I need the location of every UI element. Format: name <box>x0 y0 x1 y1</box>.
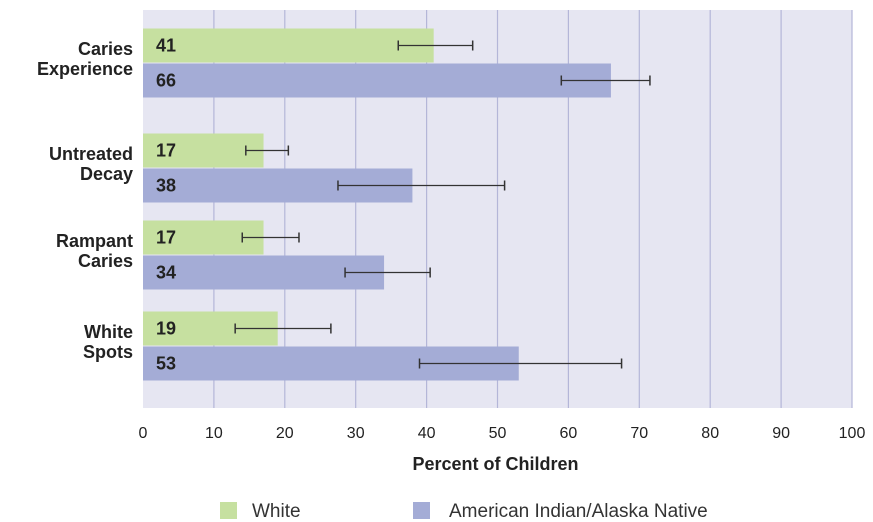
value-label-aian-0: 66 <box>156 71 176 91</box>
x-tick-label-40: 40 <box>418 425 436 442</box>
value-labels: 41 17 17 19 66 38 34 53 <box>156 36 176 374</box>
bar-aian-0 <box>143 63 611 98</box>
category-label-3-line-0: White <box>84 322 133 342</box>
category-label-2-line-1: Caries <box>78 251 133 271</box>
x-tick-label-20: 20 <box>276 425 294 442</box>
error-bar-aian-1 <box>337 180 506 191</box>
value-label-aian-2: 34 <box>156 263 176 283</box>
error-bar-aian-0 <box>560 75 651 86</box>
value-label-white-1: 17 <box>156 141 176 161</box>
error-bars <box>234 40 651 369</box>
x-tick-label-90: 90 <box>772 425 790 442</box>
x-tick-label-30: 30 <box>347 425 365 442</box>
bar-white-1 <box>143 133 264 168</box>
x-tick-label-80: 80 <box>701 425 719 442</box>
error-bar-white-0 <box>397 40 474 51</box>
x-tick-label-10: 10 <box>205 425 223 442</box>
category-label-1-line-1: Decay <box>80 164 133 184</box>
category-labels: CariesExperienceUntreatedDecayRampantCar… <box>37 39 133 362</box>
x-axis-ticks: 0 10 20 30 40 50 60 70 80 90 100 <box>139 425 866 442</box>
legend-swatch-white <box>220 502 237 519</box>
value-label-white-3: 19 <box>156 319 176 339</box>
legend-swatch-aian <box>413 502 430 519</box>
value-label-white-0: 41 <box>156 36 176 56</box>
category-label-0-line-1: Experience <box>37 59 133 79</box>
x-tick-label-100: 100 <box>839 425 866 442</box>
error-bar-white-3 <box>234 323 332 334</box>
value-label-white-2: 17 <box>156 228 176 248</box>
x-tick-label-70: 70 <box>630 425 648 442</box>
x-axis-title: Percent of Children <box>412 454 578 474</box>
legend-label-aian: American Indian/Alaska Native <box>449 501 708 522</box>
bar-aian-2 <box>143 255 385 290</box>
category-label-3-line-1: Spots <box>83 342 133 362</box>
category-label-2-line-0: Rampant <box>56 231 133 251</box>
bar-white-0 <box>143 28 434 63</box>
legend-label-white: White <box>252 501 301 522</box>
error-bar-white-2 <box>241 232 300 243</box>
category-label-0-line-0: Caries <box>78 39 133 59</box>
x-tick-label-0: 0 <box>139 425 148 442</box>
category-label-1-line-0: Untreated <box>49 144 133 164</box>
x-tick-label-50: 50 <box>489 425 507 442</box>
value-label-aian-1: 38 <box>156 176 176 196</box>
error-bar-aian-2 <box>344 267 431 278</box>
error-bar-aian-3 <box>418 358 623 369</box>
value-label-aian-3: 53 <box>156 354 176 374</box>
x-tick-label-60: 60 <box>560 425 578 442</box>
error-bar-white-1 <box>245 145 290 156</box>
legend: White American Indian/Alaska Native <box>220 501 708 522</box>
